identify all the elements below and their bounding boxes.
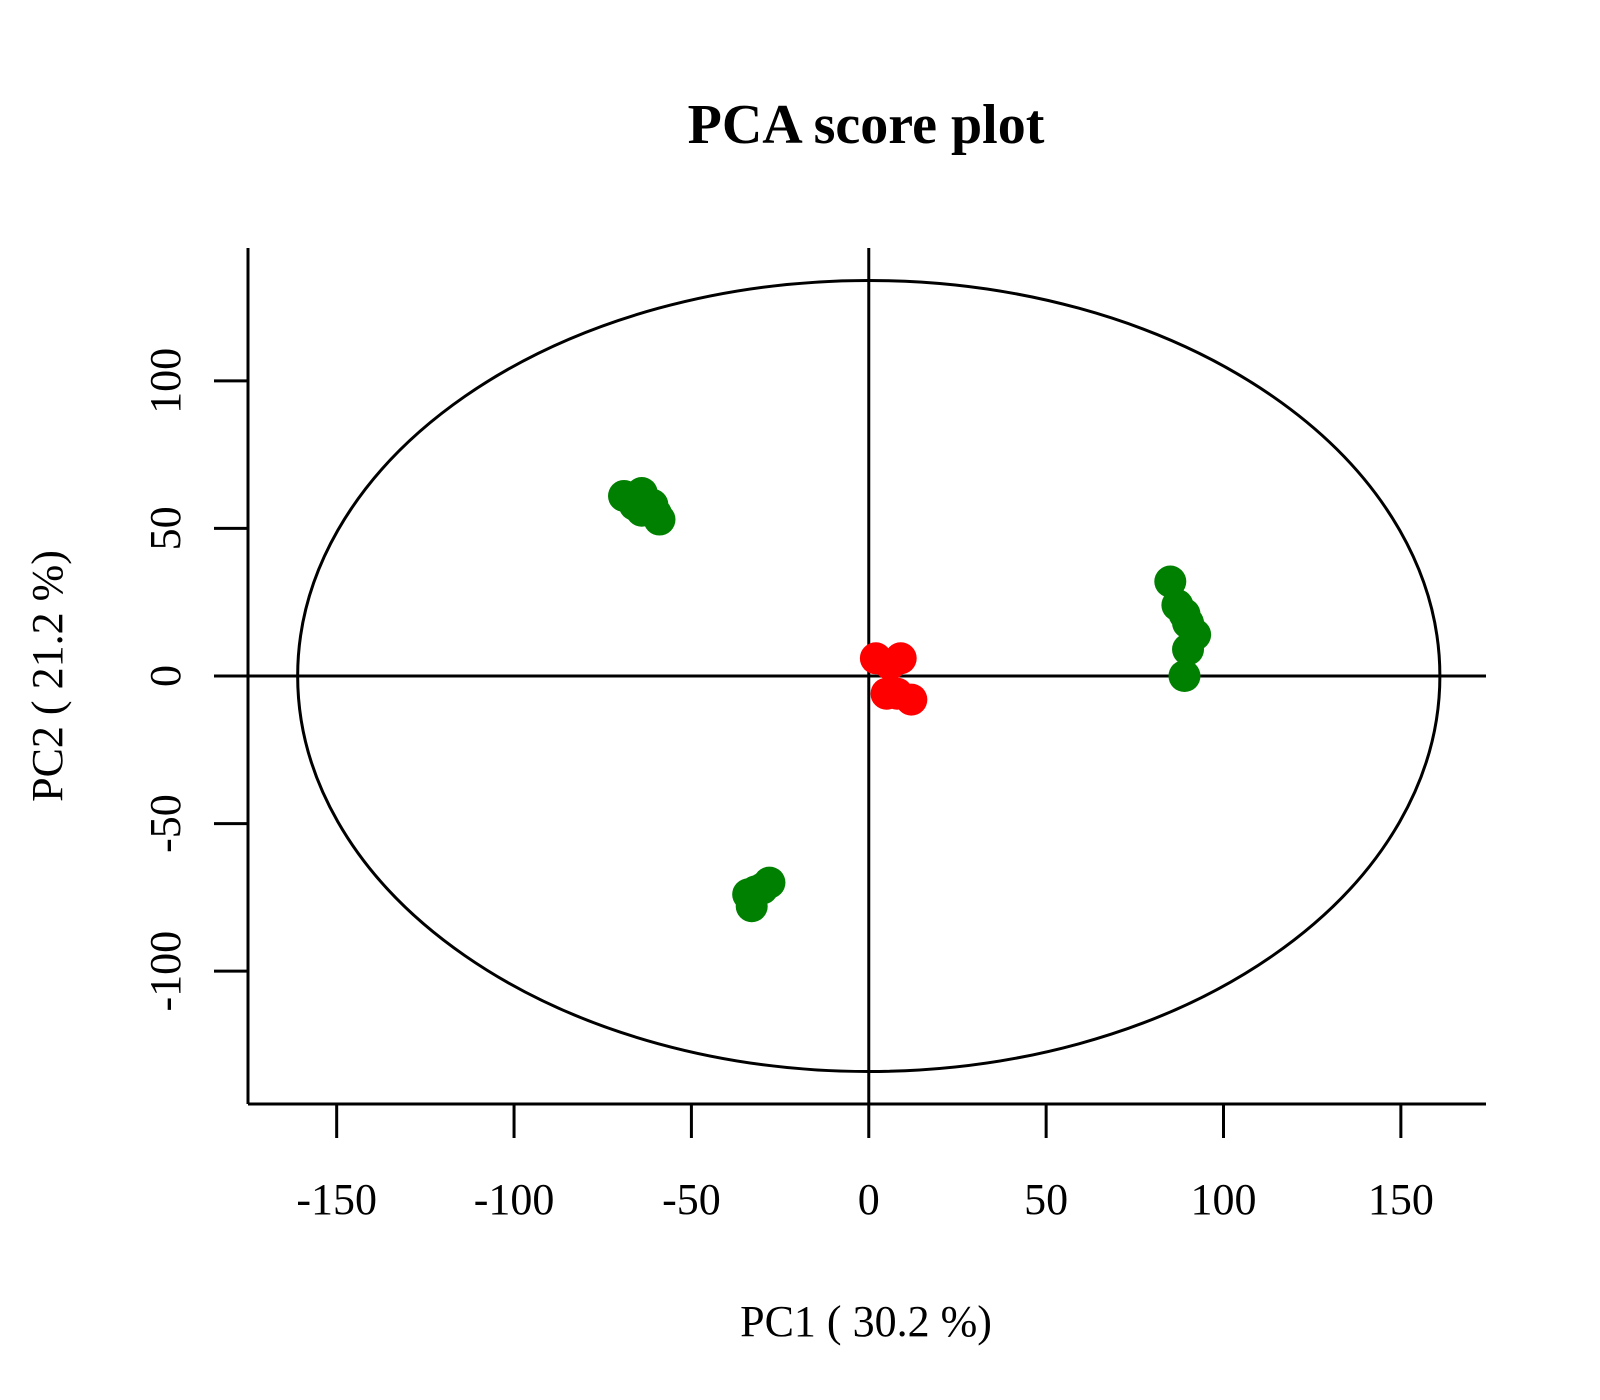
data-point: [895, 683, 928, 716]
x-tick-label: -50: [662, 1175, 721, 1224]
chart-title: PCA score plot: [688, 94, 1045, 156]
reference-lines: [248, 248, 1486, 1104]
x-axis-label: PC1 ( 30.2 %): [740, 1297, 992, 1346]
x-tick-label: -150: [296, 1175, 377, 1224]
data-point: [643, 503, 676, 536]
y-tick-label: 100: [141, 348, 190, 414]
y-tick-label: -100: [141, 931, 190, 1012]
y-axis-ticks: -100 -50 0 50 100: [141, 348, 248, 1012]
x-tick-label: 100: [1191, 1175, 1257, 1224]
data-point: [753, 866, 786, 899]
y-tick-label: -50: [141, 794, 190, 853]
y-tick-label: 50: [141, 506, 190, 550]
y-axis-label: PC2 ( 21.2 %): [23, 550, 72, 802]
data-points: [608, 476, 1212, 923]
data-point: [1172, 633, 1205, 666]
x-tick-label: -100: [474, 1175, 555, 1224]
y-tick-label: 0: [141, 665, 190, 687]
x-axis-ticks: -150 -100 -50 0 50 100 150: [296, 1104, 1434, 1224]
x-tick-label: 150: [1368, 1175, 1434, 1224]
data-point: [884, 642, 917, 675]
x-tick-label: 0: [858, 1175, 880, 1224]
x-tick-label: 50: [1024, 1175, 1068, 1224]
data-point: [1168, 660, 1201, 692]
